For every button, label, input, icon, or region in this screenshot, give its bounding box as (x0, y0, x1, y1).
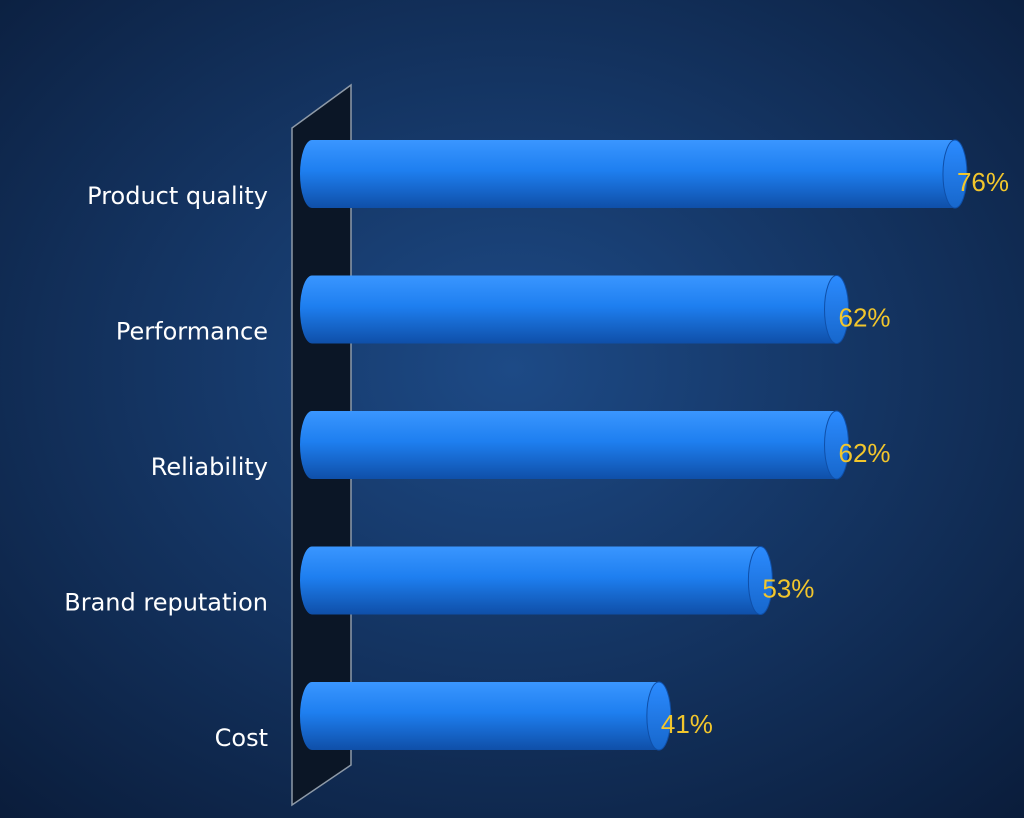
category-label: Brand reputation (64, 589, 268, 617)
bar (312, 682, 659, 750)
bar (312, 275, 837, 344)
bar-group (300, 139, 968, 209)
value-label: 41% (661, 709, 713, 739)
bar-cap (824, 275, 850, 344)
bar-group (300, 275, 850, 344)
category-label: Cost (215, 724, 268, 752)
bar (312, 140, 955, 208)
bar-group (300, 681, 672, 751)
value-label: 62% (839, 302, 891, 332)
bar-cap (646, 681, 672, 751)
value-label: 76% (957, 167, 1009, 197)
category-label: Performance (116, 318, 268, 346)
value-label: 53% (762, 573, 814, 603)
value-label: 62% (839, 438, 891, 468)
bar (312, 546, 761, 615)
bar-group (300, 546, 773, 615)
bar (312, 411, 837, 479)
category-label: Reliability (151, 453, 268, 481)
category-label: Product quality (87, 182, 268, 210)
bar-group (300, 410, 850, 480)
bar-cap (942, 139, 968, 209)
bar-cap (824, 410, 850, 480)
bar-cap (747, 546, 773, 615)
